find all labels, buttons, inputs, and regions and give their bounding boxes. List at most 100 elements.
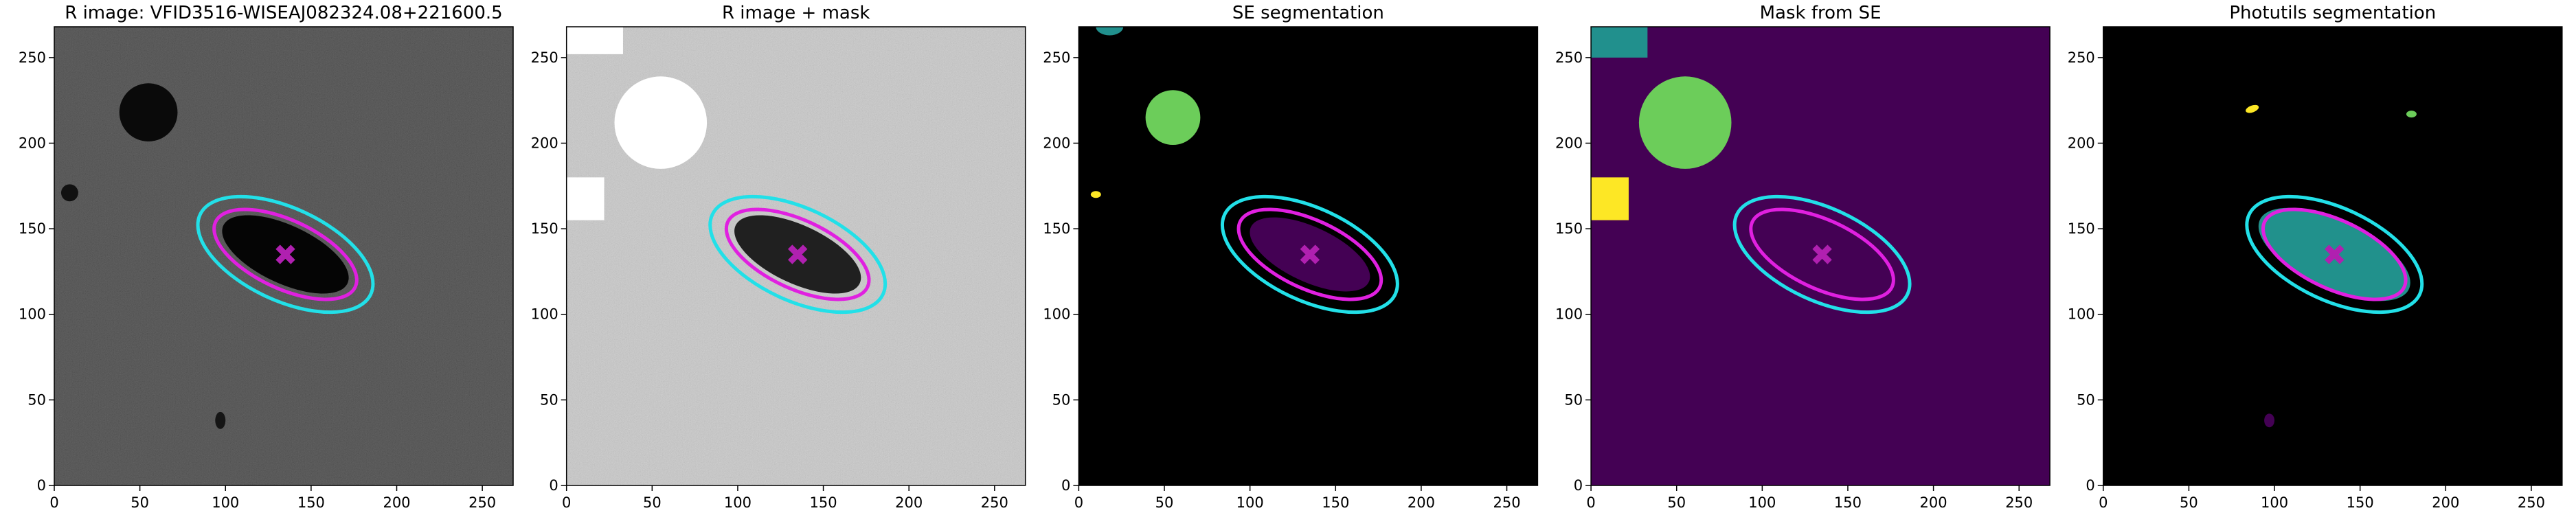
center-marker (1812, 244, 1832, 264)
y-tick-label: 200 (1043, 135, 1070, 151)
x-tick-label: 150 (297, 494, 325, 511)
axes-frame (1078, 26, 1539, 486)
axes-frame (1590, 26, 2050, 486)
center-marker (1300, 244, 1320, 264)
x-tick-label: 0 (1074, 494, 1083, 511)
panel-title: Photutils segmentation (2229, 3, 2436, 23)
x-tick-label: 250 (468, 494, 496, 511)
y-tick-label: 0 (1574, 477, 1583, 494)
panel: Photutils segmentation 0 50 100 150 200 250 0 50… (2068, 3, 2563, 511)
x-tick-label: 50 (1155, 494, 1174, 511)
region (2264, 413, 2275, 428)
y-tick-label: 150 (1555, 220, 1583, 237)
y-tick-label: 250 (19, 49, 46, 66)
x-tick-label: 100 (2261, 494, 2288, 511)
y-tick-label: 150 (1043, 220, 1070, 237)
x-tick-label: 250 (981, 494, 1008, 511)
aperture-ellipse (2245, 194, 2424, 314)
y-tick-label: 0 (37, 477, 46, 494)
y-tick-label: 250 (1555, 49, 1583, 66)
axes-frame (54, 26, 514, 486)
image (1078, 27, 1538, 485)
center-marker (275, 244, 295, 264)
y-tick-label: 0 (2086, 477, 2094, 494)
region (215, 411, 226, 429)
aperture-ellipse (196, 194, 375, 314)
aperture-ellipse (708, 194, 888, 314)
region (1638, 76, 1732, 169)
aperture-ellipse (212, 207, 359, 301)
x-tick-label: 150 (2347, 494, 2374, 511)
image (2103, 27, 2562, 485)
image (1591, 27, 2050, 485)
aperture-ellipse (1749, 207, 1895, 301)
region (1090, 191, 1101, 198)
y-tick-label: 150 (531, 220, 558, 237)
x-tick-label: 0 (562, 494, 571, 511)
y-tick-label: 150 (19, 220, 46, 237)
x-tick-label: 250 (2005, 494, 2033, 511)
region (1096, 27, 1124, 36)
region (119, 83, 178, 141)
aperture-ellipse (1236, 207, 1383, 301)
region (2246, 104, 2259, 113)
x-tick-label: 50 (643, 494, 662, 511)
x-tick-label: 200 (2432, 494, 2459, 511)
x-tick-label: 150 (1322, 494, 1349, 511)
y-tick-label: 0 (1061, 477, 1070, 494)
y-tick-label: 200 (1555, 135, 1583, 151)
aperture-ellipse (1732, 194, 1912, 314)
x-tick-label: 100 (212, 494, 239, 511)
y-tick-label: 150 (2068, 220, 2095, 237)
aperture-ellipse (724, 207, 871, 301)
y-tick-label: 200 (2068, 135, 2095, 151)
axes-frame (565, 26, 1026, 486)
x-tick-label: 0 (49, 494, 58, 511)
x-tick-label: 200 (895, 494, 923, 511)
y-tick-label: 50 (2077, 391, 2095, 408)
region (2406, 111, 2417, 118)
aperture-ellipse (1220, 194, 1399, 314)
x-tick-label: 0 (1586, 494, 1595, 511)
x-tick-label: 50 (1667, 494, 1686, 511)
region (1145, 90, 1201, 145)
x-tick-label: 200 (1920, 494, 1947, 511)
y-tick-label: 250 (1043, 49, 1070, 66)
x-tick-label: 250 (2518, 494, 2545, 511)
y-tick-label: 100 (1555, 306, 1583, 323)
center-marker (788, 244, 808, 264)
panel: Mask from SE 0 50 100 150 200 250 0 50 100 150 200 2… (1555, 3, 2050, 511)
y-tick-label: 50 (540, 391, 558, 408)
region (60, 184, 78, 202)
region (566, 27, 623, 54)
panel-title: R image: VFID3516-WISEAJ082324.08+221600… (65, 3, 502, 23)
x-tick-label: 150 (1834, 494, 1862, 511)
y-tick-label: 250 (2068, 49, 2095, 66)
y-tick-label: 100 (19, 306, 46, 323)
aperture-ellipse (2261, 207, 2408, 301)
region (614, 76, 708, 169)
region (566, 177, 605, 220)
panel-title: R image + mask (722, 3, 870, 23)
x-tick-label: 100 (1236, 494, 1264, 511)
y-tick-label: 100 (531, 306, 558, 323)
center-marker (2325, 244, 2345, 264)
x-tick-label: 150 (810, 494, 837, 511)
region (1591, 27, 1648, 58)
panel-title: Mask from SE (1760, 3, 1882, 23)
x-tick-label: 0 (2099, 494, 2108, 511)
y-tick-label: 100 (1043, 306, 1070, 323)
image (54, 27, 513, 485)
y-tick-label: 50 (1052, 391, 1071, 408)
y-tick-label: 0 (549, 477, 558, 494)
y-tick-label: 250 (531, 49, 558, 66)
region (1591, 177, 1629, 220)
y-tick-label: 200 (531, 135, 558, 151)
x-tick-label: 200 (383, 494, 410, 511)
axes-frame (2103, 26, 2563, 486)
y-tick-label: 200 (19, 135, 46, 151)
y-tick-label: 50 (27, 391, 46, 408)
x-tick-label: 250 (1493, 494, 1520, 511)
x-tick-label: 100 (724, 494, 752, 511)
